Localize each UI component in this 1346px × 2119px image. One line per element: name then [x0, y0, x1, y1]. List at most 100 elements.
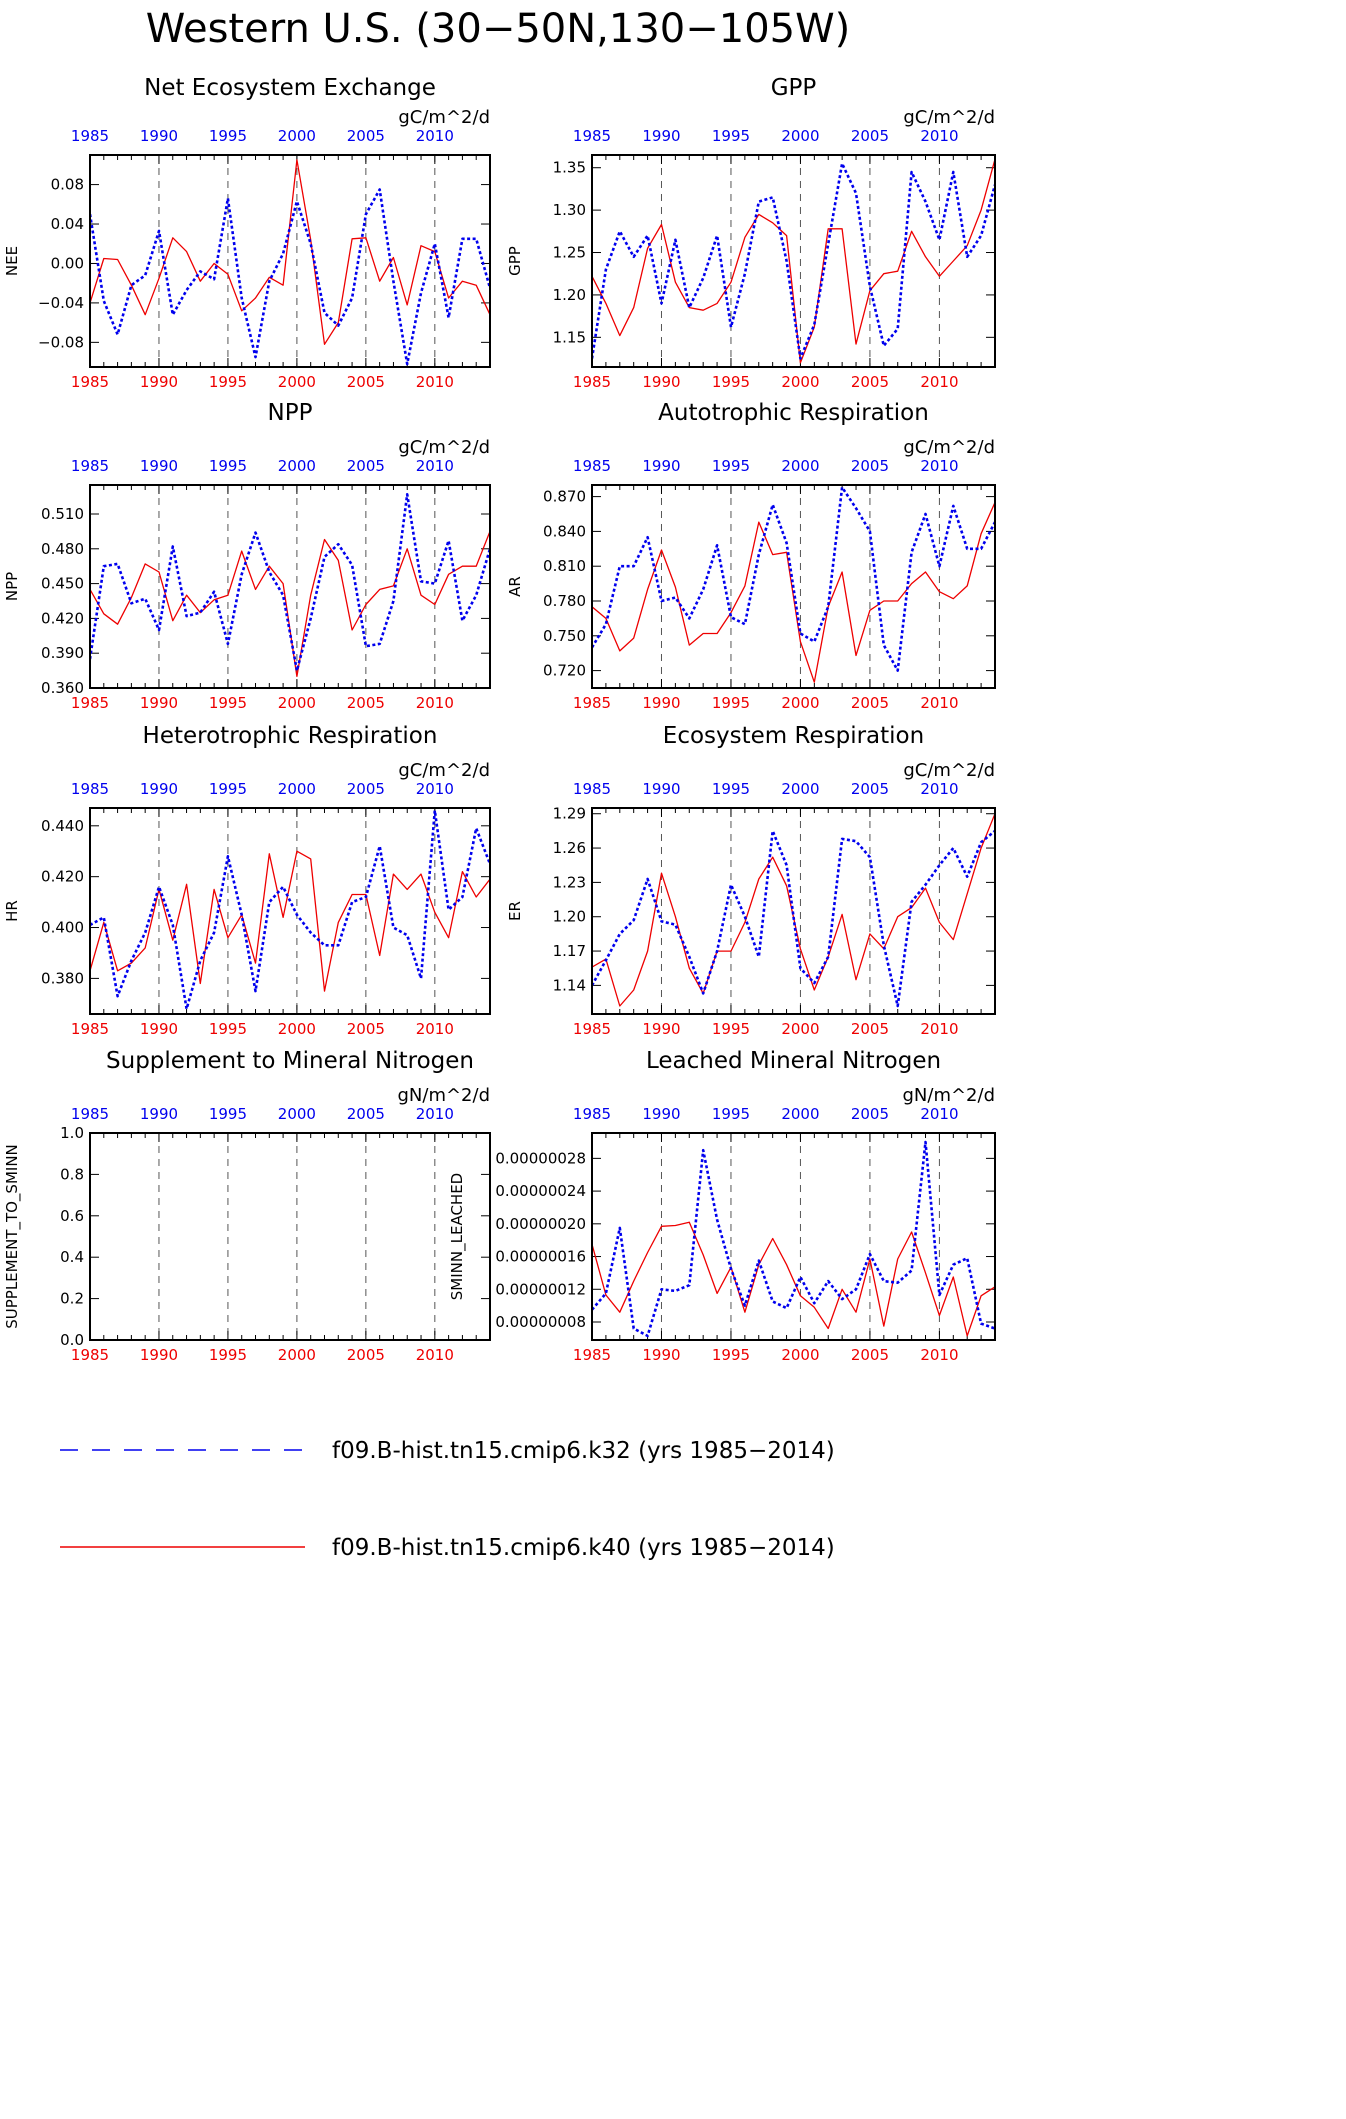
- y-tick-label: 0.720: [543, 662, 586, 680]
- x-tick-label-top: 1990: [140, 780, 178, 798]
- x-tick-label-top: 1985: [71, 1105, 109, 1123]
- y-tick-label: 0.00000008: [495, 1313, 586, 1331]
- x-tick-label-top: 1995: [712, 780, 750, 798]
- panel-units: gC/m^2/d: [903, 107, 995, 128]
- x-tick-label-top: 1985: [573, 780, 611, 798]
- y-tick-label: 0.440: [41, 817, 84, 835]
- series-line-k40: [592, 502, 995, 683]
- x-tick-label-bottom: 1990: [140, 373, 178, 391]
- x-tick-label-bottom: 1990: [642, 694, 680, 712]
- x-tick-label-bottom: 1995: [209, 1346, 247, 1364]
- x-tick-label-bottom: 2010: [416, 373, 454, 391]
- y-tick-label: 1.0: [60, 1124, 84, 1142]
- panel-4: Autotrophic Respiration gC/m^2/d 1985 1985 1…: [506, 400, 996, 712]
- series-line-k32: [592, 1140, 995, 1338]
- y-tick-label: 0.2: [60, 1290, 84, 1308]
- series-line-k40: [592, 1221, 995, 1337]
- x-tick-label-bottom: 2000: [278, 694, 316, 712]
- x-tick-label-bottom: 1985: [71, 694, 109, 712]
- y-axis-label: NPP: [3, 572, 21, 601]
- legend: f09.B-hist.tn15.cmip6.k32 (yrs 1985−2014…: [60, 1438, 835, 1561]
- y-tick-label: 0.04: [51, 215, 84, 233]
- x-tick-label-top: 1990: [140, 457, 178, 475]
- y-tick-label: 0.00: [51, 254, 84, 272]
- x-tick-label-top: 1985: [71, 457, 109, 475]
- x-tick-label-bottom: 2010: [920, 694, 958, 712]
- x-tick-label-top: 1995: [209, 127, 247, 145]
- x-tick-label-top: 1995: [712, 127, 750, 145]
- x-tick-label-top: 1985: [71, 780, 109, 798]
- x-tick-label-top: 2005: [851, 1105, 889, 1123]
- series-line-k40: [90, 531, 490, 678]
- x-tick-label-top: 1985: [573, 1105, 611, 1123]
- panel-units: gC/m^2/d: [903, 760, 995, 781]
- panel-7: Supplement to Mineral Nitrogen gN/m^2/d 19…: [3, 1048, 491, 1364]
- x-tick-label-top: 2010: [920, 1105, 958, 1123]
- x-tick-label-bottom: 2000: [781, 1346, 819, 1364]
- y-tick-label: 0.420: [41, 609, 84, 627]
- x-tick-label-top: 2000: [278, 780, 316, 798]
- x-tick-label-bottom: 1985: [573, 1346, 611, 1364]
- x-tick-label-top: 1985: [71, 127, 109, 145]
- x-tick-label-bottom: 1995: [209, 1020, 247, 1038]
- y-tick-label: 0.510: [41, 505, 84, 523]
- series-line-k32: [90, 809, 490, 1011]
- plot-frame: [89, 154, 491, 368]
- x-tick-label-bottom: 2000: [278, 373, 316, 391]
- panel-units: gN/m^2/d: [397, 1085, 490, 1106]
- x-tick-label-top: 2010: [920, 780, 958, 798]
- x-tick-label-top: 2010: [416, 457, 454, 475]
- x-tick-label-bottom: 2010: [920, 1020, 958, 1038]
- x-tick-label-bottom: 2000: [278, 1346, 316, 1364]
- x-tick-label-top: 2000: [278, 127, 316, 145]
- x-tick-label-top: 2000: [781, 457, 819, 475]
- x-tick-label-top: 2005: [851, 457, 889, 475]
- y-tick-label: 0.400: [41, 919, 84, 937]
- y-axis-label: HR: [3, 900, 21, 922]
- y-tick-label: 1.17: [553, 942, 586, 960]
- x-tick-label-top: 1990: [642, 127, 680, 145]
- x-tick-label-bottom: 1990: [642, 1020, 680, 1038]
- panel-8: Leached Mineral Nitrogen gN/m^2/d 1985 1985…: [448, 1048, 996, 1364]
- x-tick-label-bottom: 2005: [851, 694, 889, 712]
- y-tick-label: 1.23: [553, 873, 586, 891]
- y-tick-label: 0.840: [543, 522, 586, 540]
- y-tick-label: 1.26: [553, 839, 586, 857]
- x-tick-label-top: 2005: [347, 780, 385, 798]
- plot-frame: [591, 1132, 996, 1341]
- panel-title: Net Ecosystem Exchange: [144, 75, 436, 101]
- y-axis-label: ER: [506, 901, 524, 921]
- panel-title: Autotrophic Respiration: [658, 400, 929, 426]
- x-tick-label-bottom: 1985: [71, 373, 109, 391]
- x-tick-label-bottom: 1990: [140, 1346, 178, 1364]
- series-line-k40: [90, 159, 490, 345]
- series-line-k32: [90, 492, 490, 672]
- y-tick-label: 0.480: [41, 540, 84, 558]
- panel-1: Net Ecosystem Exchange gC/m^2/d 1985 1985 19…: [3, 75, 491, 391]
- y-tick-label: 0.780: [543, 592, 586, 610]
- panel-3: NPP gC/m^2/d 1985 1985 1990 1990 1995 1995 2000 2…: [3, 400, 491, 712]
- y-axis-label: NEE: [3, 246, 21, 276]
- x-tick-label-top: 2000: [781, 1105, 819, 1123]
- x-tick-label-top: 2005: [347, 127, 385, 145]
- y-tick-label: 0.4: [60, 1248, 84, 1266]
- y-tick-label: 1.35: [553, 159, 586, 177]
- legend-label-k40: f09.B-hist.tn15.cmip6.k40 (yrs 1985−2014…: [332, 1535, 835, 1561]
- x-tick-label-top: 2010: [920, 127, 958, 145]
- plot-frame: [89, 484, 491, 689]
- x-tick-label-top: 2010: [416, 780, 454, 798]
- x-tick-label-bottom: 1985: [573, 373, 611, 391]
- y-tick-label: 0.00000012: [495, 1280, 586, 1298]
- series-line-k32: [592, 162, 995, 360]
- x-tick-label-bottom: 1985: [573, 1020, 611, 1038]
- panel-6: Ecosystem Respiration gC/m^2/d 1985 1985 199…: [506, 723, 996, 1038]
- x-tick-label-bottom: 2000: [781, 1020, 819, 1038]
- x-tick-label-top: 2000: [278, 457, 316, 475]
- plot-frame: [89, 1132, 491, 1341]
- figure-title: Western U.S. (30−50N,130−105W): [146, 6, 851, 52]
- y-tick-label: 0.00000020: [495, 1215, 586, 1233]
- x-tick-label-bottom: 2000: [781, 694, 819, 712]
- x-tick-label-bottom: 1995: [209, 694, 247, 712]
- series-line-k32: [592, 485, 995, 672]
- x-tick-label-bottom: 1995: [712, 694, 750, 712]
